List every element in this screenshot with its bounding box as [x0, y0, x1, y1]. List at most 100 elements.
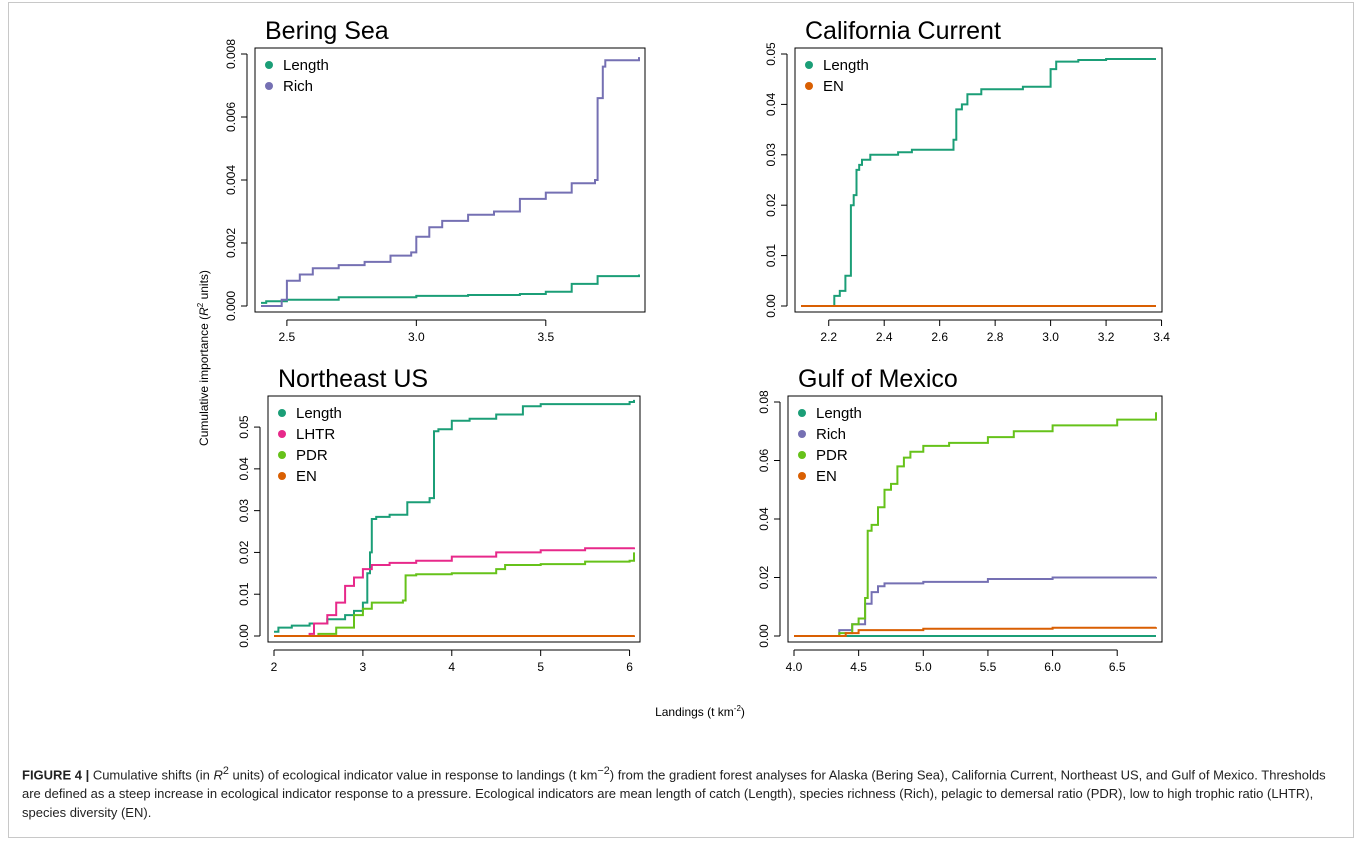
- y-tick-label: 0.05: [764, 42, 778, 66]
- caption-r-sup: 2: [222, 765, 229, 777]
- legend-label: Rich: [816, 426, 846, 443]
- panel-2: Northeast US 2 3 4 5 6 0.00 0.01 0.02 0.03 0.04 0.0…: [237, 365, 641, 674]
- y-tick-label: 0.03: [237, 499, 251, 523]
- y-tick-label: 0.08: [757, 390, 771, 414]
- legend-label: EN: [816, 468, 837, 485]
- y-tick-label: 0.06: [757, 448, 771, 472]
- panel-title: Bering Sea: [265, 17, 389, 45]
- x-tick-label: 5: [537, 660, 544, 674]
- plot-frame: [794, 47, 1163, 313]
- y-tick-label: 0.006: [224, 102, 238, 132]
- series-pdr-line: [274, 552, 635, 637]
- x-tick-label: 5.0: [915, 660, 932, 674]
- y-tick-label: 0.00: [764, 294, 778, 318]
- y-tick-label: 0.00: [757, 624, 771, 648]
- series-rich-line: [261, 57, 640, 307]
- x-tick-label: 6: [626, 660, 633, 674]
- y-tick-label: 0.02: [764, 193, 778, 217]
- series-length-line: [831, 58, 1156, 307]
- figure-caption: FIGURE 4 | Cumulative shifts (in R2 unit…: [22, 762, 1332, 822]
- y-tick-label: 0.01: [764, 244, 778, 268]
- x-tick-label: 2.8: [987, 330, 1004, 344]
- y-tick-label: 0.04: [764, 92, 778, 116]
- caption-text-1: Cumulative shifts (in: [89, 767, 214, 783]
- caption-label: FIGURE 4 |: [22, 767, 90, 783]
- legend-label: EN: [296, 468, 317, 485]
- y-tick-label: 0.000: [224, 291, 238, 321]
- y-tick-label: 0.02: [757, 565, 771, 589]
- legend-marker: [265, 61, 273, 69]
- panel-title: California Current: [805, 17, 1001, 45]
- panel-1: California Current 2.2 2.4 2.6 2.8 3.0 3.2 3.4 0…: [764, 17, 1170, 344]
- series-lhtr-line: [274, 547, 635, 637]
- legend-label: Length: [296, 405, 342, 422]
- x-tick-label: 2.5: [279, 330, 296, 344]
- legend-label: PDR: [816, 447, 848, 464]
- legend-marker: [278, 472, 286, 480]
- x-tick-label: 4: [448, 660, 455, 674]
- x-tick-label: 3.4: [1153, 330, 1170, 344]
- legend-marker: [805, 82, 813, 90]
- x-tick-label: 6.5: [1109, 660, 1126, 674]
- y-tick-label: 0.04: [237, 457, 251, 481]
- series-length-line: [261, 274, 640, 304]
- caption-text-2: units) of ecological indicator value in …: [228, 767, 598, 783]
- y-tick-label: 0.02: [237, 540, 251, 564]
- figure-frame: [8, 2, 1354, 838]
- x-tick-label: 3.2: [1098, 330, 1115, 344]
- series-rich-line: [794, 576, 1157, 637]
- legend-marker: [798, 451, 806, 459]
- legend-marker: [798, 409, 806, 417]
- panel-3: Gulf of Mexico 4.0 4.5 5.0 5.5 6.0 6.5 0.00 0.02…: [757, 365, 1163, 674]
- legend-label: Rich: [283, 78, 313, 95]
- y-tick-label: 0.00: [237, 624, 251, 648]
- panel-title: Northeast US: [278, 365, 428, 393]
- y-tick-label: 0.03: [764, 143, 778, 167]
- x-tick-label: 2: [271, 660, 278, 674]
- legend-label: Length: [283, 57, 329, 74]
- plot-frame: [254, 47, 646, 313]
- panel-title: Gulf of Mexico: [798, 365, 958, 393]
- x-tick-label: 3.5: [537, 330, 554, 344]
- y-axis-label: Cumulative importance (R2 units): [196, 270, 211, 446]
- plot-frame: [787, 395, 1163, 643]
- legend-marker: [265, 82, 273, 90]
- legend-label: PDR: [296, 447, 328, 464]
- legend-label: Length: [816, 405, 862, 422]
- series-pdr-line: [794, 412, 1157, 637]
- legend-marker: [278, 451, 286, 459]
- x-axis-label: Landings (t km-2): [655, 704, 745, 719]
- caption-text-3: ) from the gradient forest analyses for …: [22, 767, 1326, 821]
- legend-marker: [278, 430, 286, 438]
- legend-marker: [278, 409, 286, 417]
- x-tick-label: 3.0: [408, 330, 425, 344]
- y-tick-label: 0.008: [224, 39, 238, 69]
- y-tick-label: 0.004: [224, 165, 238, 195]
- x-tick-label: 4.5: [850, 660, 867, 674]
- plot-frame: [267, 395, 641, 643]
- legend-label: Length: [823, 57, 869, 74]
- legend-marker: [805, 61, 813, 69]
- y-tick-label: 0.04: [757, 507, 771, 531]
- x-tick-label: 2.4: [876, 330, 893, 344]
- x-tick-label: 2.6: [931, 330, 948, 344]
- series-en-line: [274, 635, 635, 637]
- x-tick-label: 3: [360, 660, 367, 674]
- caption-km-sup: −2: [597, 765, 610, 777]
- series-en-line: [794, 626, 1157, 637]
- x-tick-label: 6.0: [1044, 660, 1061, 674]
- legend-label: LHTR: [296, 426, 335, 443]
- y-tick-label: 0.01: [237, 582, 251, 606]
- caption-r: R: [213, 767, 223, 783]
- panel-0: Bering Sea 2.5 3.0 3.5 0.000 0.002 0.004 0.006 0…: [224, 17, 646, 344]
- legend-marker: [798, 430, 806, 438]
- x-tick-label: 5.5: [980, 660, 997, 674]
- y-tick-label: 0.05: [237, 415, 251, 439]
- legend-label: EN: [823, 78, 844, 95]
- legend-marker: [798, 472, 806, 480]
- x-tick-label: 4.0: [786, 660, 803, 674]
- y-tick-label: 0.002: [224, 228, 238, 258]
- x-tick-label: 3.0: [1042, 330, 1059, 344]
- x-tick-label: 2.2: [820, 330, 837, 344]
